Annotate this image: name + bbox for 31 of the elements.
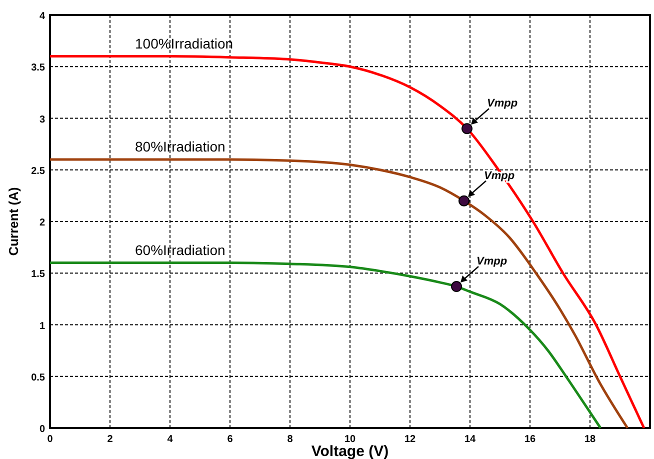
y-tick-label: 2.5 bbox=[31, 166, 46, 177]
line-series bbox=[48, 158, 629, 430]
x-tick-label: 12 bbox=[404, 434, 416, 445]
y-tick-label: 2 bbox=[39, 218, 46, 228]
series-label: 100%Irradiation bbox=[135, 35, 234, 52]
line-series bbox=[48, 55, 646, 430]
y-tick-label: 4 bbox=[39, 11, 46, 22]
x-tick-label: 6 bbox=[227, 434, 234, 445]
point bbox=[462, 123, 472, 134]
x-tick-label: 10 bbox=[344, 434, 356, 445]
y-tick-label: 3.5 bbox=[31, 62, 46, 74]
point bbox=[451, 281, 462, 292]
series-label: 60%Irradiation bbox=[135, 242, 226, 258]
series-label: 80%Irradiation bbox=[135, 138, 226, 155]
x-tick-label: 14 bbox=[464, 434, 476, 445]
y-tick-label: 1 bbox=[39, 320, 46, 332]
y-tick-label: 0 bbox=[39, 424, 46, 435]
x-tick-label: 2 bbox=[107, 434, 114, 445]
annotation: Vmpp bbox=[487, 98, 518, 110]
x-tick-label: 0 bbox=[47, 434, 54, 445]
x-tick-label: 18 bbox=[584, 434, 596, 445]
y-tick-label: 0.5 bbox=[31, 372, 46, 384]
x-tick-label: 8 bbox=[287, 434, 294, 445]
annotation: Vmpp bbox=[476, 256, 508, 268]
y-tick-label: 3 bbox=[39, 114, 46, 126]
x-tick-label: 16 bbox=[524, 434, 536, 445]
y-axis-title: Current (A) bbox=[6, 187, 21, 256]
point bbox=[458, 195, 470, 206]
x-axis-title: Voltage (V) bbox=[311, 443, 389, 459]
x-tick-label: 4 bbox=[167, 434, 174, 445]
y-tick-label: 1.5 bbox=[31, 269, 46, 280]
